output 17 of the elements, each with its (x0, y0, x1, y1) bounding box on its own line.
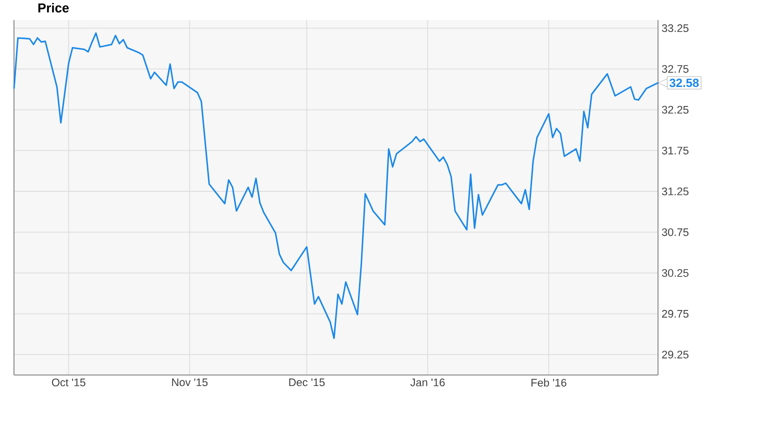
y-tick-label: 32.25 (662, 106, 688, 114)
x-tick-label: Jan '16 (410, 378, 445, 386)
y-tick-label: 30.25 (662, 269, 688, 277)
line-series (13, 32, 659, 340)
y-tick-label: 33.25 (662, 24, 688, 32)
x-tick-label: Feb '16 (532, 378, 566, 387)
x-tick-label: Oct '15 (52, 378, 86, 386)
y-tick-label: 31.75 (662, 146, 688, 154)
y-tick-label: 30.75 (662, 228, 688, 236)
x-tick-label: Dec '15 (289, 378, 325, 386)
chart-title: Price (38, 2, 69, 12)
y-tick-label: 29.25 (662, 350, 688, 358)
y-tick-label: 32.75 (662, 65, 688, 73)
y-tick-label: 31.25 (662, 188, 688, 196)
x-tick-label: Nov '15 (172, 378, 208, 386)
annotation: 32.58 (669, 78, 699, 88)
y-tick-label: 29.75 (662, 310, 688, 318)
